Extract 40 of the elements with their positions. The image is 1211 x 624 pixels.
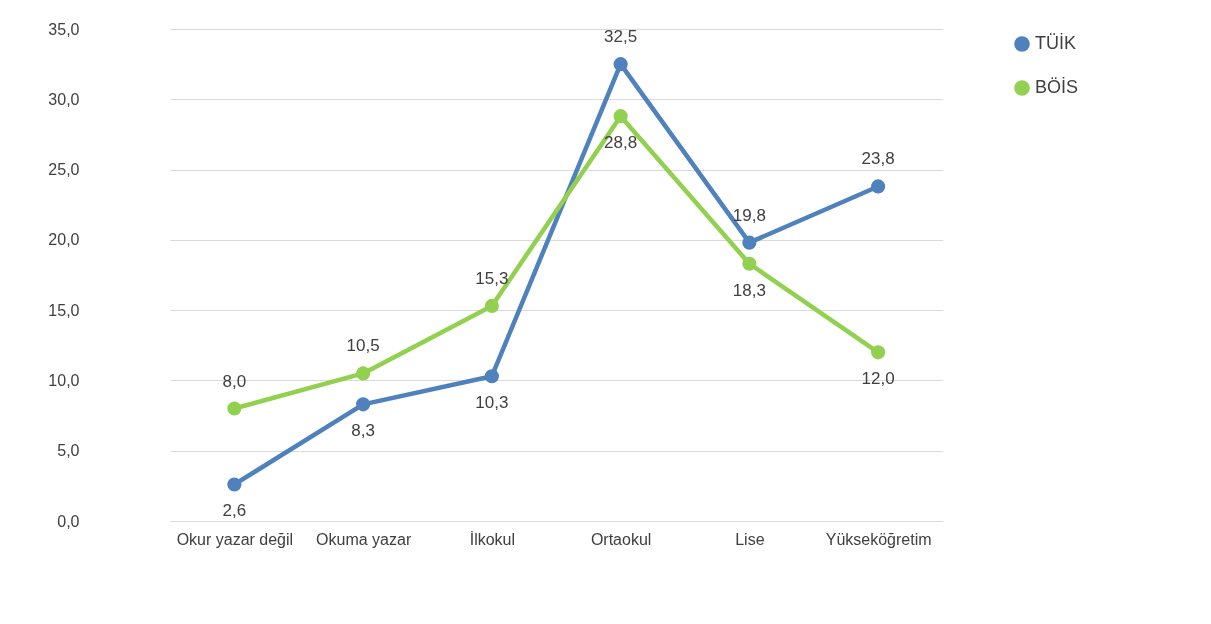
point (613, 109, 628, 124)
point (742, 235, 757, 250)
x-tick-label: Okur yazar değil (176, 530, 294, 548)
data-label: 10,3 (475, 393, 509, 413)
data-label: 15,3 (475, 268, 509, 288)
point (613, 57, 628, 72)
point (484, 369, 499, 384)
data-label: 32,5 (604, 27, 638, 47)
y-tick-label: 15,0 (48, 301, 80, 319)
x-tick-label: İlkokul (469, 529, 516, 548)
point (356, 397, 371, 412)
point (227, 477, 242, 492)
data-label: 8,0 (222, 371, 247, 391)
y-tick-label: 35,0 (48, 20, 80, 38)
y-tick-label: 0,0 (57, 512, 80, 530)
point (356, 366, 371, 381)
data-label: 19,8 (732, 205, 766, 225)
point (227, 401, 242, 416)
y-tick-label: 5,0 (57, 442, 80, 460)
data-label: 2,6 (222, 501, 247, 521)
data-label: 12,0 (861, 369, 895, 389)
data-label: 10,5 (346, 336, 380, 356)
legend-label: TÜİK (1035, 33, 1077, 53)
legend-label: BÖİS (1035, 77, 1079, 97)
x-tick-label: Okuma yazar (316, 530, 412, 548)
data-label: 18,3 (732, 280, 766, 300)
y-tick-label: 20,0 (48, 231, 80, 249)
x-tick-label: Lise (735, 530, 765, 548)
point (871, 179, 886, 194)
point (742, 256, 757, 271)
data-label: 8,3 (351, 421, 375, 441)
point (484, 298, 499, 313)
x-tick-label: Yükseköğretim (825, 530, 932, 548)
point (871, 345, 886, 360)
data-label: 23,8 (861, 149, 895, 169)
y-tick-label: 25,0 (48, 161, 80, 179)
y-tick-label: 10,0 (48, 371, 80, 389)
x-tick-label: Ortaokul (590, 530, 652, 548)
data-label: 28,8 (604, 133, 638, 153)
y-tick-label: 30,0 (48, 90, 80, 108)
